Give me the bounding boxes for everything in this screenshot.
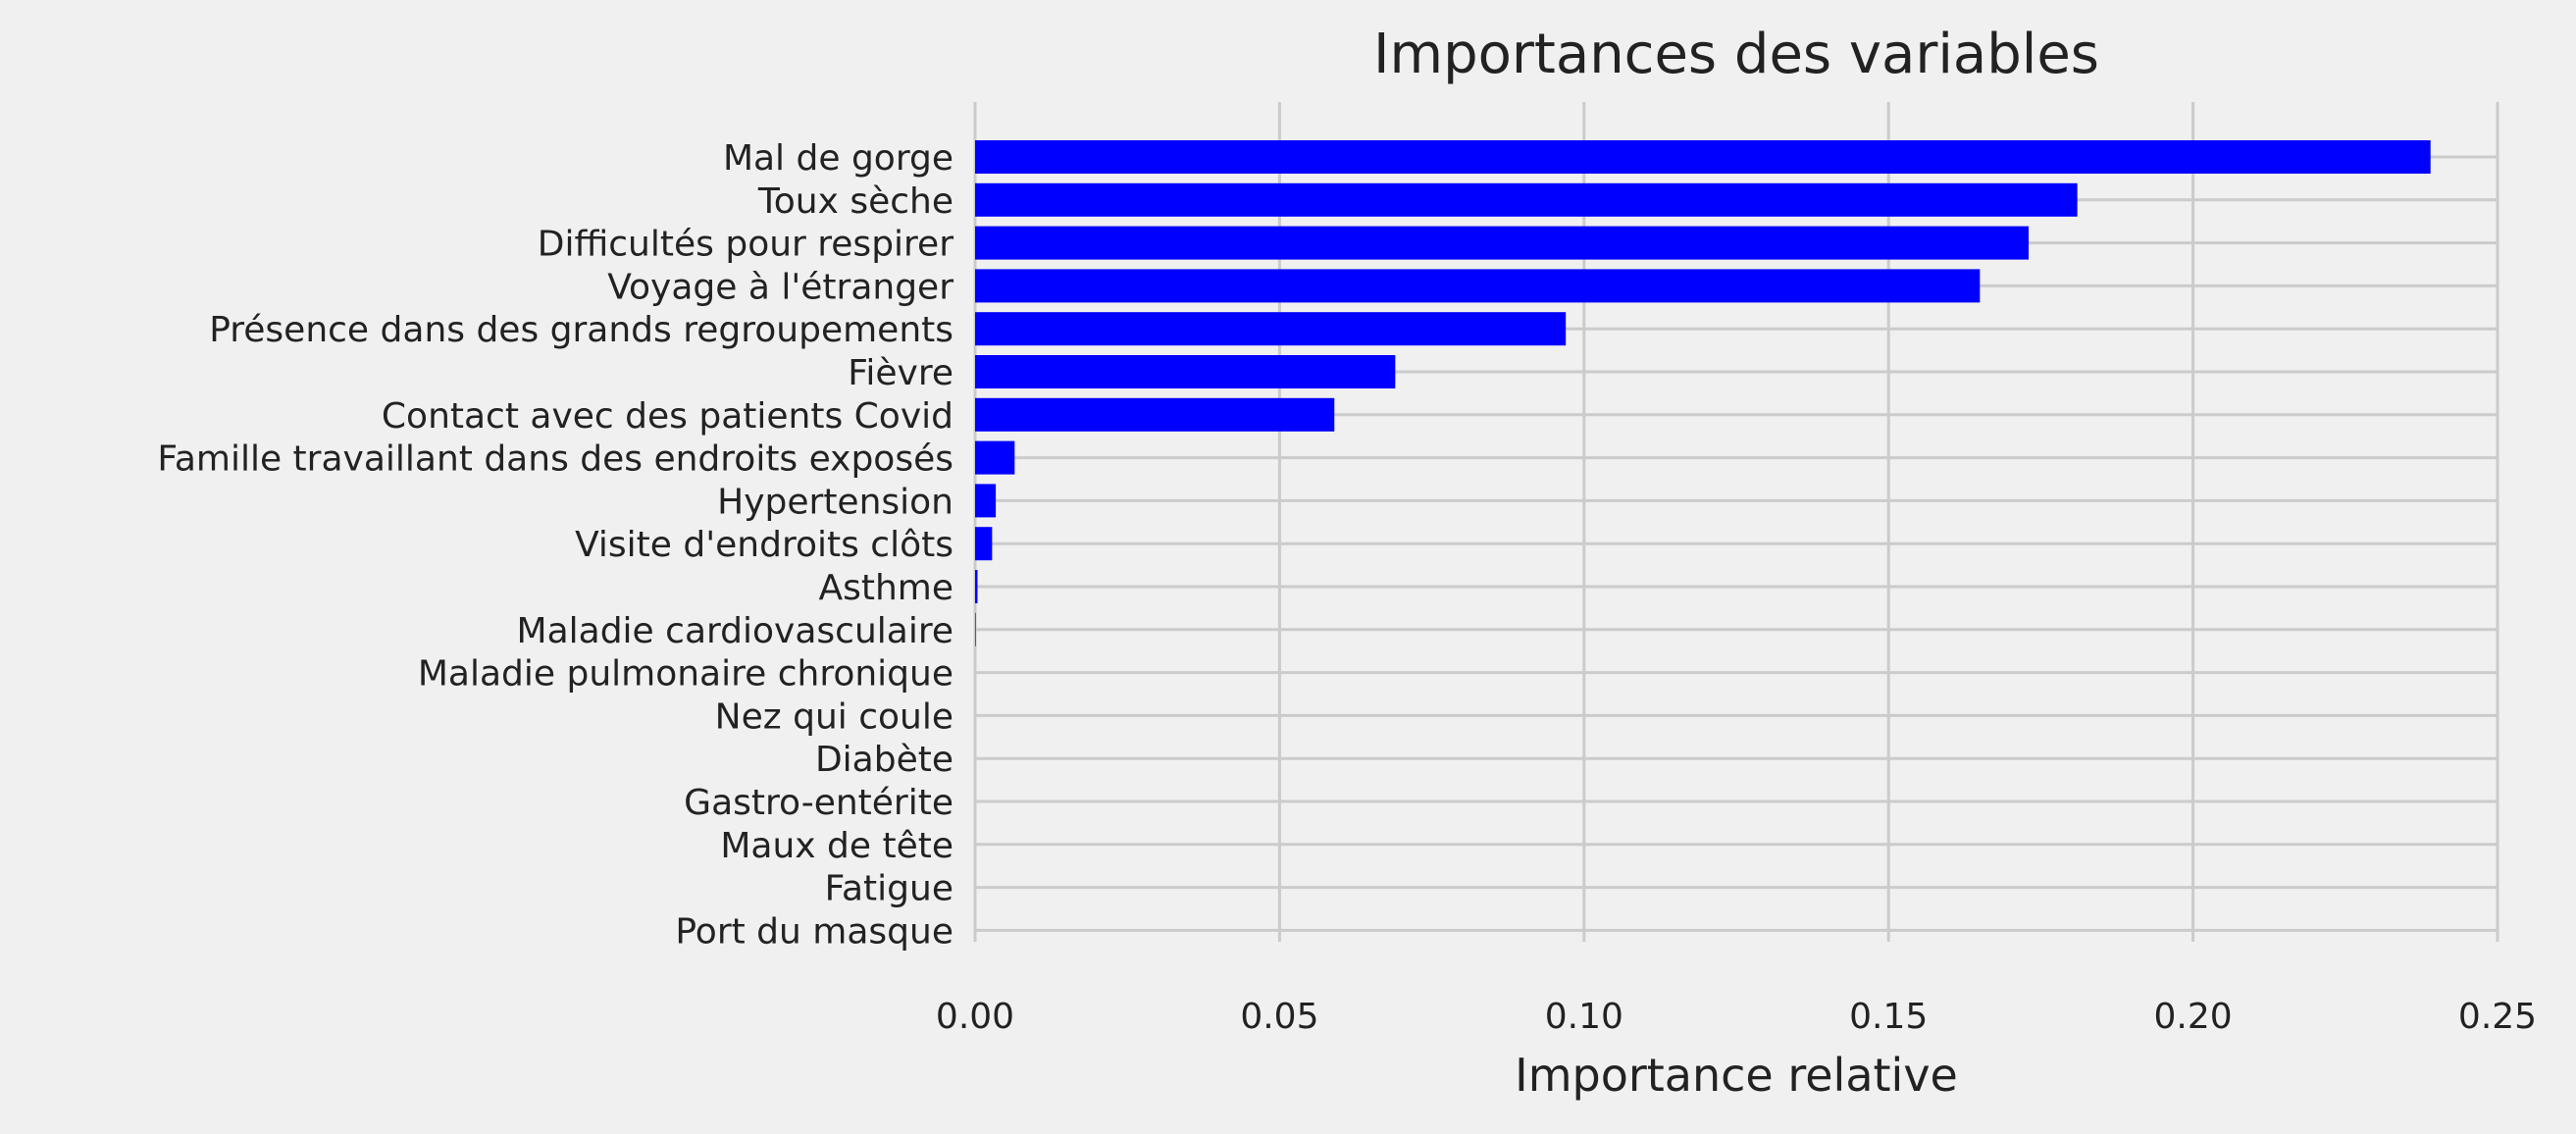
y-tick-label: Nez qui coule bbox=[715, 696, 953, 737]
bar bbox=[975, 355, 1396, 388]
y-tick-label: Gastro-entérite bbox=[684, 783, 953, 823]
chart-title: Importances des variables bbox=[1373, 23, 2099, 86]
bar bbox=[975, 226, 2029, 260]
bar bbox=[975, 397, 1335, 432]
y-tick-label: Visite d'endroits clôts bbox=[575, 525, 953, 565]
y-tick-label: Difficultés pour respirer bbox=[538, 225, 953, 265]
x-axis-label: Importance relative bbox=[1515, 1049, 1958, 1102]
y-tick-label: Famille travaillant dans des endroits ex… bbox=[157, 439, 953, 480]
y-tick-label: Maux de tête bbox=[720, 826, 953, 866]
y-tick-label: Maladie pulmonaire chronique bbox=[418, 654, 953, 695]
y-tick-label: Présence dans des grands regroupements bbox=[209, 310, 953, 350]
bar bbox=[975, 527, 993, 561]
bar bbox=[975, 182, 2078, 217]
x-tick-label: 0.20 bbox=[2154, 997, 2233, 1037]
y-tick-label: Toux sèche bbox=[757, 181, 953, 222]
bar bbox=[975, 612, 976, 646]
x-tick-labels: 0.00 0.05 0.10 0.15 0.20 0.25 bbox=[936, 997, 2537, 1037]
y-tick-label: Fièvre bbox=[848, 353, 953, 393]
x-tick-label: 0.25 bbox=[2458, 997, 2537, 1037]
y-tick-label: Fatigue bbox=[825, 869, 953, 909]
bar bbox=[975, 269, 1981, 303]
bar bbox=[975, 140, 2431, 174]
y-tick-label: Port du masque bbox=[675, 911, 953, 952]
bars bbox=[975, 140, 2431, 646]
x-tick-label: 0.15 bbox=[1849, 997, 1928, 1037]
bar bbox=[975, 440, 1015, 475]
y-tick-label: Hypertension bbox=[717, 482, 953, 522]
y-tick-label: Maladie cardiovasculaire bbox=[517, 611, 953, 651]
y-tick-label: Asthme bbox=[818, 568, 953, 608]
y-tick-label: Diabète bbox=[815, 740, 953, 780]
x-tick-label: 0.00 bbox=[936, 997, 1014, 1037]
bar bbox=[975, 570, 978, 603]
y-tick-label: Mal de gorge bbox=[723, 138, 953, 179]
bar bbox=[975, 312, 1567, 346]
bar bbox=[975, 484, 997, 518]
x-tick-label: 0.10 bbox=[1545, 997, 1623, 1037]
x-tick-label: 0.05 bbox=[1240, 997, 1318, 1037]
y-tick-label: Voyage à l'étranger bbox=[607, 267, 953, 307]
y-tick-label: Contact avec des patients Covid bbox=[382, 396, 953, 437]
